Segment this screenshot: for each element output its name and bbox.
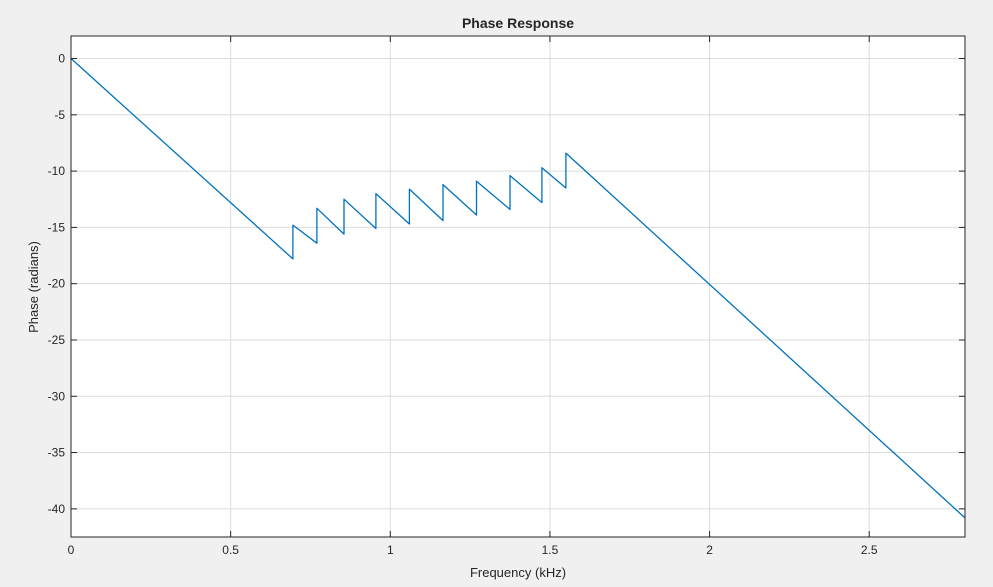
x-tick-label: 2.5	[861, 543, 878, 557]
ticks: 0 0.5 1 1.5 2 2.5 0 -5 -10 -15 -20 -25 -30 -35 -40	[48, 36, 965, 557]
y-tick-label: -5	[54, 108, 65, 122]
x-tick-label: 2	[706, 543, 713, 557]
y-tick-label: -40	[48, 502, 66, 516]
y-tick-label: -35	[48, 446, 66, 460]
axes-box	[70, 35, 966, 538]
y-tick-label: -25	[48, 333, 66, 347]
chart-title: Phase Response	[462, 15, 574, 31]
y-tick-label: 0	[58, 52, 65, 66]
x-tick-label: 1	[387, 543, 394, 557]
y-axis-label: Phase (radians)	[26, 241, 41, 333]
series-line-group	[70, 58, 966, 519]
y-tick-label: -10	[48, 164, 66, 178]
x-tick-label: 1.5	[542, 543, 559, 557]
y-tick-label: -30	[48, 389, 66, 403]
y-tick-label: -15	[48, 220, 66, 234]
grid	[70, 36, 965, 537]
plot-area	[71, 36, 965, 537]
series-line	[70, 58, 966, 519]
x-tick-label: 0	[68, 543, 75, 557]
x-tick-label: 0.5	[222, 543, 239, 557]
y-tick-label: -20	[48, 277, 66, 291]
x-axis-label: Frequency (kHz)	[470, 565, 566, 580]
